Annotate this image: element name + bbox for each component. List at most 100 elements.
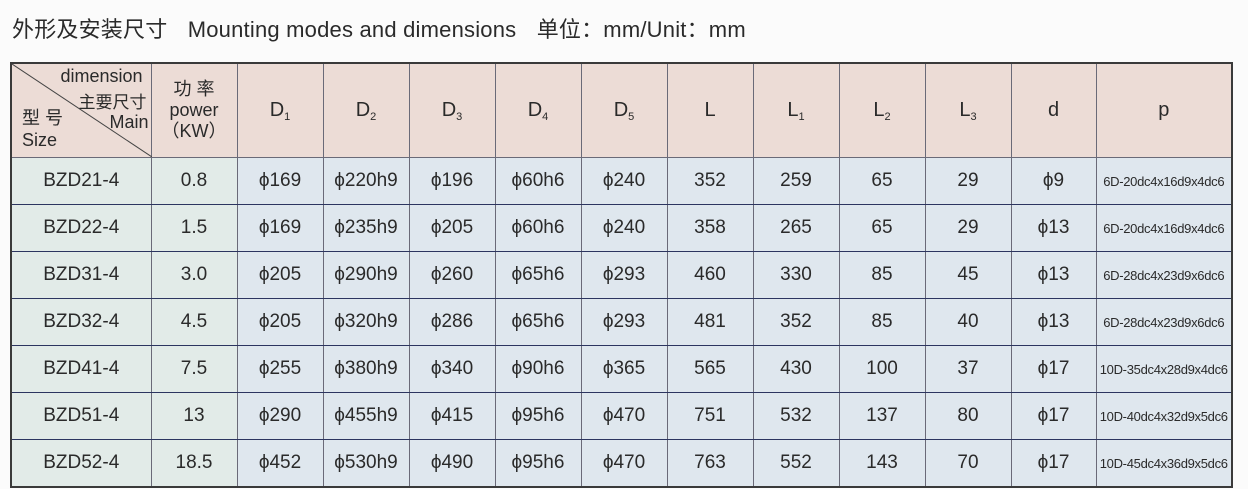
- title-unit: 单位：mm/Unit：mm: [536, 17, 746, 42]
- page-title: 外形及安装尺寸 Mounting modes and dimensions 单位…: [12, 12, 760, 44]
- power-cell: 7.5: [150, 345, 238, 393]
- dimension-cell: 85: [838, 298, 926, 346]
- column-header-l: L: [666, 62, 754, 158]
- model-cell: BZD41-4: [10, 345, 152, 393]
- dimension-cell: ϕ205: [236, 251, 324, 299]
- dimension-cell: 70: [924, 439, 1012, 488]
- power-unit: （KW）: [161, 121, 227, 141]
- power-cell: 4.5: [150, 298, 238, 346]
- dimension-cell: 29: [924, 157, 1012, 205]
- dimension-cell: ϕ286: [408, 298, 496, 346]
- dimension-cell: ϕ260: [408, 251, 496, 299]
- dimension-cell: ϕ196: [408, 157, 496, 205]
- dimension-label: dimension: [60, 66, 143, 86]
- column-header-l3: L3: [924, 62, 1012, 158]
- dimension-cell: ϕ470: [580, 439, 668, 488]
- dimension-cell: ϕ340: [408, 345, 496, 393]
- table-row: BZD52-4 18.5 ϕ452 ϕ530h9 ϕ490 ϕ95h6 ϕ470 763 552…: [10, 439, 1233, 488]
- model-cell: BZD52-4: [10, 439, 152, 488]
- model-cell: BZD22-4: [10, 204, 152, 252]
- dimension-cell: ϕ380h9: [322, 345, 410, 393]
- model-cell: BZD21-4: [10, 157, 152, 205]
- dimension-cell: 85: [838, 251, 926, 299]
- title-en: Mounting modes and dimensions: [187, 17, 517, 42]
- dimension-cell: ϕ169: [236, 157, 324, 205]
- dimension-cell: ϕ13: [1010, 298, 1097, 346]
- dimension-cell: 10D-40dc4x32d9x5dc6: [1095, 392, 1233, 440]
- dimension-cell: ϕ169: [236, 204, 324, 252]
- dimension-cell: 29: [924, 204, 1012, 252]
- dimension-cell: 751: [666, 392, 754, 440]
- dimension-cell: ϕ13: [1010, 204, 1097, 252]
- column-header-l2: L2: [838, 62, 926, 158]
- dimension-cell: ϕ95h6: [494, 392, 582, 440]
- dimension-cell: ϕ95h6: [494, 439, 582, 488]
- dimension-cell: 45: [924, 251, 1012, 299]
- dimension-cell: 552: [752, 439, 840, 488]
- column-header-subscript: 1: [284, 110, 291, 123]
- column-header-d1: D1: [236, 62, 324, 158]
- dimension-cell: 10D-45dc4x36d9x5dc6: [1095, 439, 1233, 488]
- dimension-cell: 358: [666, 204, 754, 252]
- column-header-base: D: [269, 98, 285, 121]
- power-cn: 功 率: [173, 79, 215, 99]
- dimension-cell: ϕ365: [580, 345, 668, 393]
- dimension-cell: ϕ9: [1010, 157, 1097, 205]
- dimension-cell: ϕ452: [236, 439, 324, 488]
- dimension-cell: 143: [838, 439, 926, 488]
- dimension-cell: ϕ455h9: [322, 392, 410, 440]
- table-row: BZD32-4 4.5 ϕ205 ϕ320h9 ϕ286 ϕ65h6 ϕ293 481 352 8…: [10, 298, 1233, 346]
- column-header-subscript: 3: [456, 110, 463, 123]
- power-cell: 1.5: [150, 204, 238, 252]
- dimension-cell: ϕ65h6: [494, 251, 582, 299]
- dimension-cell: ϕ60h6: [494, 204, 582, 252]
- dimension-cell: ϕ205: [408, 204, 496, 252]
- dimension-cell: ϕ90h6: [494, 345, 582, 393]
- column-header-base: D: [527, 98, 543, 121]
- dimension-cell: 532: [752, 392, 840, 440]
- column-header-d: d: [1010, 62, 1097, 158]
- header-row: dimension 主要尺寸 Main 型 号 Size 功 率 power （…: [10, 62, 1233, 158]
- column-header-base: D: [613, 98, 629, 121]
- column-header-base: D: [355, 98, 371, 121]
- power-cell: 0.8: [150, 157, 238, 205]
- table-row: BZD41-4 7.5 ϕ255 ϕ380h9 ϕ340 ϕ90h6 ϕ365 565 430 1…: [10, 345, 1233, 393]
- dimension-cell: 460: [666, 251, 754, 299]
- column-header-base: d: [1047, 98, 1060, 121]
- dimension-cell: 330: [752, 251, 840, 299]
- power-cell: 18.5: [150, 439, 238, 488]
- main-label: Main: [109, 112, 149, 132]
- dimension-cell: ϕ415: [408, 392, 496, 440]
- dimension-cell: 430: [752, 345, 840, 393]
- dimension-cell: ϕ235h9: [322, 204, 410, 252]
- dimension-cell: ϕ60h6: [494, 157, 582, 205]
- dimension-cell: ϕ470: [580, 392, 668, 440]
- dimension-cell: 80: [924, 392, 1012, 440]
- column-header-subscript: 2: [884, 110, 891, 123]
- dimension-cell: ϕ17: [1010, 439, 1097, 488]
- dimension-cell: ϕ290: [236, 392, 324, 440]
- model-cell: BZD32-4: [10, 298, 152, 346]
- column-header-base: L: [787, 98, 799, 121]
- dimension-cell: ϕ13: [1010, 251, 1097, 299]
- dimension-cell: ϕ320h9: [322, 298, 410, 346]
- corner-header: dimension 主要尺寸 Main 型 号 Size: [10, 62, 152, 158]
- dimension-cell: ϕ205: [236, 298, 324, 346]
- column-header-l1: L1: [752, 62, 840, 158]
- dimension-cell: ϕ530h9: [322, 439, 410, 488]
- dimension-cell: ϕ65h6: [494, 298, 582, 346]
- column-header-base: L: [704, 98, 716, 121]
- column-header-base: L: [959, 98, 971, 121]
- dimension-cell: ϕ490: [408, 439, 496, 488]
- column-header-subscript: 3: [970, 110, 977, 123]
- dimension-cell: 37: [924, 345, 1012, 393]
- column-header-subscript: 4: [542, 110, 549, 123]
- table-row: BZD21-4 0.8 ϕ169 ϕ220h9 ϕ196 ϕ60h6 ϕ240 352 259 6…: [10, 157, 1233, 205]
- size-label: Size: [22, 130, 58, 150]
- dimension-cell: 352: [752, 298, 840, 346]
- dimension-cell: ϕ255: [236, 345, 324, 393]
- model-cell: BZD31-4: [10, 251, 152, 299]
- dimension-cell: 100: [838, 345, 926, 393]
- dimension-cell: 10D-35dc4x28d9x4dc6: [1095, 345, 1233, 393]
- column-header-subscript: 5: [628, 110, 635, 123]
